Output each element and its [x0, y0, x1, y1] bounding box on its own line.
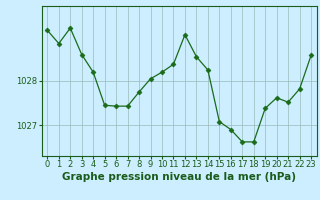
X-axis label: Graphe pression niveau de la mer (hPa): Graphe pression niveau de la mer (hPa)	[62, 172, 296, 182]
